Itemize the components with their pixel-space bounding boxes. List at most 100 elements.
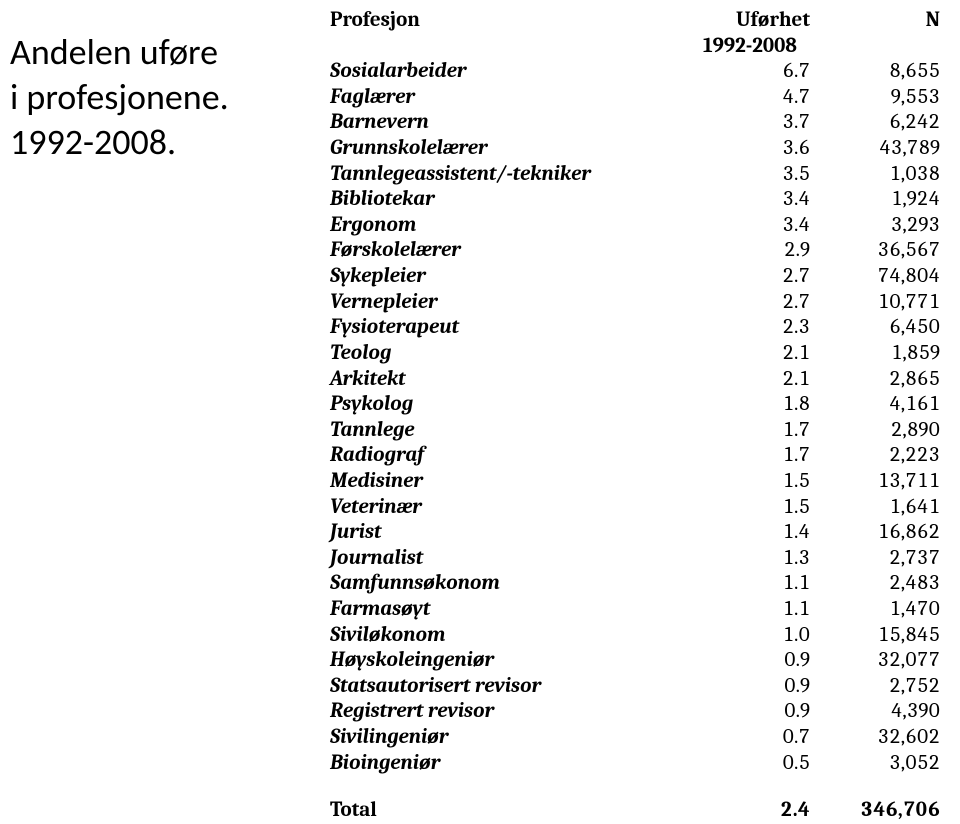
cell-n: 2,737 xyxy=(810,546,940,572)
table-row: Barnevern3.76,242 xyxy=(330,110,940,136)
cell-uforhet: 3.7 xyxy=(690,110,810,136)
cell-uforhet: 1.0 xyxy=(690,623,810,649)
cell-n: 74,804 xyxy=(810,264,940,290)
table-row: Journalist1.32,737 xyxy=(330,546,940,572)
table-row: Jurist1.416,862 xyxy=(330,520,940,546)
cell-n: 1,470 xyxy=(810,597,940,623)
table-row: Bioingeniør0.53,052 xyxy=(330,751,940,777)
table-row: Tannlege1.72,890 xyxy=(330,418,940,444)
cell-n: 9,553 xyxy=(810,85,940,111)
cell-uforhet: 2.7 xyxy=(690,264,810,290)
table-wrap: Profesjon Uførhet N 1992-2008 Sosialarbe… xyxy=(330,8,940,824)
col-header-profession: Profesjon xyxy=(330,8,690,34)
profession-table: Profesjon Uførhet N 1992-2008 Sosialarbe… xyxy=(330,8,940,824)
cell-uforhet: 0.9 xyxy=(690,699,810,725)
col-header-n: N xyxy=(810,8,940,34)
cell-uforhet: 3.6 xyxy=(690,136,810,162)
cell-profession: Siviløkonom xyxy=(330,623,690,649)
table-row: Sivilingeniør0.732,602 xyxy=(330,725,940,751)
cell-profession: Veterinær xyxy=(330,495,690,521)
cell-uforhet: 2.3 xyxy=(690,315,810,341)
table-row: Medisiner1.513,711 xyxy=(330,469,940,495)
cell-n: 16,862 xyxy=(810,520,940,546)
cell-uforhet: 1.7 xyxy=(690,418,810,444)
cell-profession: Radiograf xyxy=(330,443,690,469)
cell-profession: Høyskoleingeniør xyxy=(330,648,690,674)
table-row: Veterinær1.51,641 xyxy=(330,495,940,521)
cell-uforhet: 2.1 xyxy=(690,367,810,393)
cell-profession: Bibliotekar xyxy=(330,187,690,213)
cell-uforhet: 0.7 xyxy=(690,725,810,751)
total-label: Total xyxy=(330,798,690,824)
table-row: Farmasøyt1.11,470 xyxy=(330,597,940,623)
cell-profession: Tannlege xyxy=(330,418,690,444)
cell-n: 8,655 xyxy=(810,59,940,85)
title-block: Andelen uføre i profesjonene. 1992-2008. xyxy=(10,30,300,165)
cell-profession: Statsautorisert revisor xyxy=(330,674,690,700)
table-row: Psykolog1.84,161 xyxy=(330,392,940,418)
table-row: Teolog2.11,859 xyxy=(330,341,940,367)
table-row: Siviløkonom1.015,845 xyxy=(330,623,940,649)
cell-uforhet: 1.3 xyxy=(690,546,810,572)
cell-profession: Grunnskolelærer xyxy=(330,136,690,162)
cell-uforhet: 3.5 xyxy=(690,162,810,188)
cell-profession: Journalist xyxy=(330,546,690,572)
cell-uforhet: 1.5 xyxy=(690,495,810,521)
cell-profession: Samfunnsøkonom xyxy=(330,571,690,597)
cell-profession: Ergonom xyxy=(330,213,690,239)
cell-uforhet: 2.7 xyxy=(690,290,810,316)
table-row: Ergonom3.43,293 xyxy=(330,213,940,239)
cell-uforhet: 1.4 xyxy=(690,520,810,546)
col-header-uforhet: Uførhet xyxy=(690,8,810,34)
cell-uforhet: 6.7 xyxy=(690,59,810,85)
cell-uforhet: 1.5 xyxy=(690,469,810,495)
cell-uforhet: 1.8 xyxy=(690,392,810,418)
cell-uforhet: 0.9 xyxy=(690,674,810,700)
cell-profession: Faglærer xyxy=(330,85,690,111)
cell-profession: Medisiner xyxy=(330,469,690,495)
cell-n: 4,390 xyxy=(810,699,940,725)
table-row: Fysioterapeut2.36,450 xyxy=(330,315,940,341)
cell-n: 15,845 xyxy=(810,623,940,649)
table-row: Høyskoleingeniør0.932,077 xyxy=(330,648,940,674)
cell-n: 3,293 xyxy=(810,213,940,239)
cell-n: 2,865 xyxy=(810,367,940,393)
cell-profession: Fysioterapeut xyxy=(330,315,690,341)
cell-n: 32,077 xyxy=(810,648,940,674)
cell-uforhet: 1.7 xyxy=(690,443,810,469)
cell-profession: Teolog xyxy=(330,341,690,367)
table-row: Bibliotekar3.41,924 xyxy=(330,187,940,213)
cell-n: 1,924 xyxy=(810,187,940,213)
cell-n: 1,641 xyxy=(810,495,940,521)
cell-uforhet: 0.5 xyxy=(690,751,810,777)
cell-n: 3,052 xyxy=(810,751,940,777)
cell-n: 2,223 xyxy=(810,443,940,469)
page: Andelen uføre i profesjonene. 1992-2008.… xyxy=(0,0,960,820)
cell-uforhet: 3.4 xyxy=(690,213,810,239)
cell-uforhet: 2.1 xyxy=(690,341,810,367)
cell-profession: Førskolelærer xyxy=(330,238,690,264)
cell-profession: Vernepleier xyxy=(330,290,690,316)
cell-n: 2,890 xyxy=(810,418,940,444)
cell-n: 1,038 xyxy=(810,162,940,188)
cell-profession: Barnevern xyxy=(330,110,690,136)
table-row: Sosialarbeider6.78,655 xyxy=(330,59,940,85)
cell-n: 4,161 xyxy=(810,392,940,418)
table-row: Sykepleier2.774,804 xyxy=(330,264,940,290)
cell-uforhet: 0.9 xyxy=(690,648,810,674)
table-header-row: Profesjon Uførhet N xyxy=(330,8,940,34)
cell-uforhet: 3.4 xyxy=(690,187,810,213)
cell-uforhet: 1.1 xyxy=(690,571,810,597)
table-row: Radiograf1.72,223 xyxy=(330,443,940,469)
cell-profession: Sivilingeniør xyxy=(330,725,690,751)
cell-n: 10,771 xyxy=(810,290,940,316)
col-subheader-uforhet: 1992-2008 xyxy=(690,34,810,60)
cell-uforhet: 1.1 xyxy=(690,597,810,623)
cell-profession: Bioingeniør xyxy=(330,751,690,777)
cell-profession: Farmasøyt xyxy=(330,597,690,623)
cell-n: 36,567 xyxy=(810,238,940,264)
cell-profession: Sosialarbeider xyxy=(330,59,690,85)
cell-n: 43,789 xyxy=(810,136,940,162)
cell-profession: Jurist xyxy=(330,520,690,546)
table-row: Tannlegeassistent/-tekniker3.51,038 xyxy=(330,162,940,188)
